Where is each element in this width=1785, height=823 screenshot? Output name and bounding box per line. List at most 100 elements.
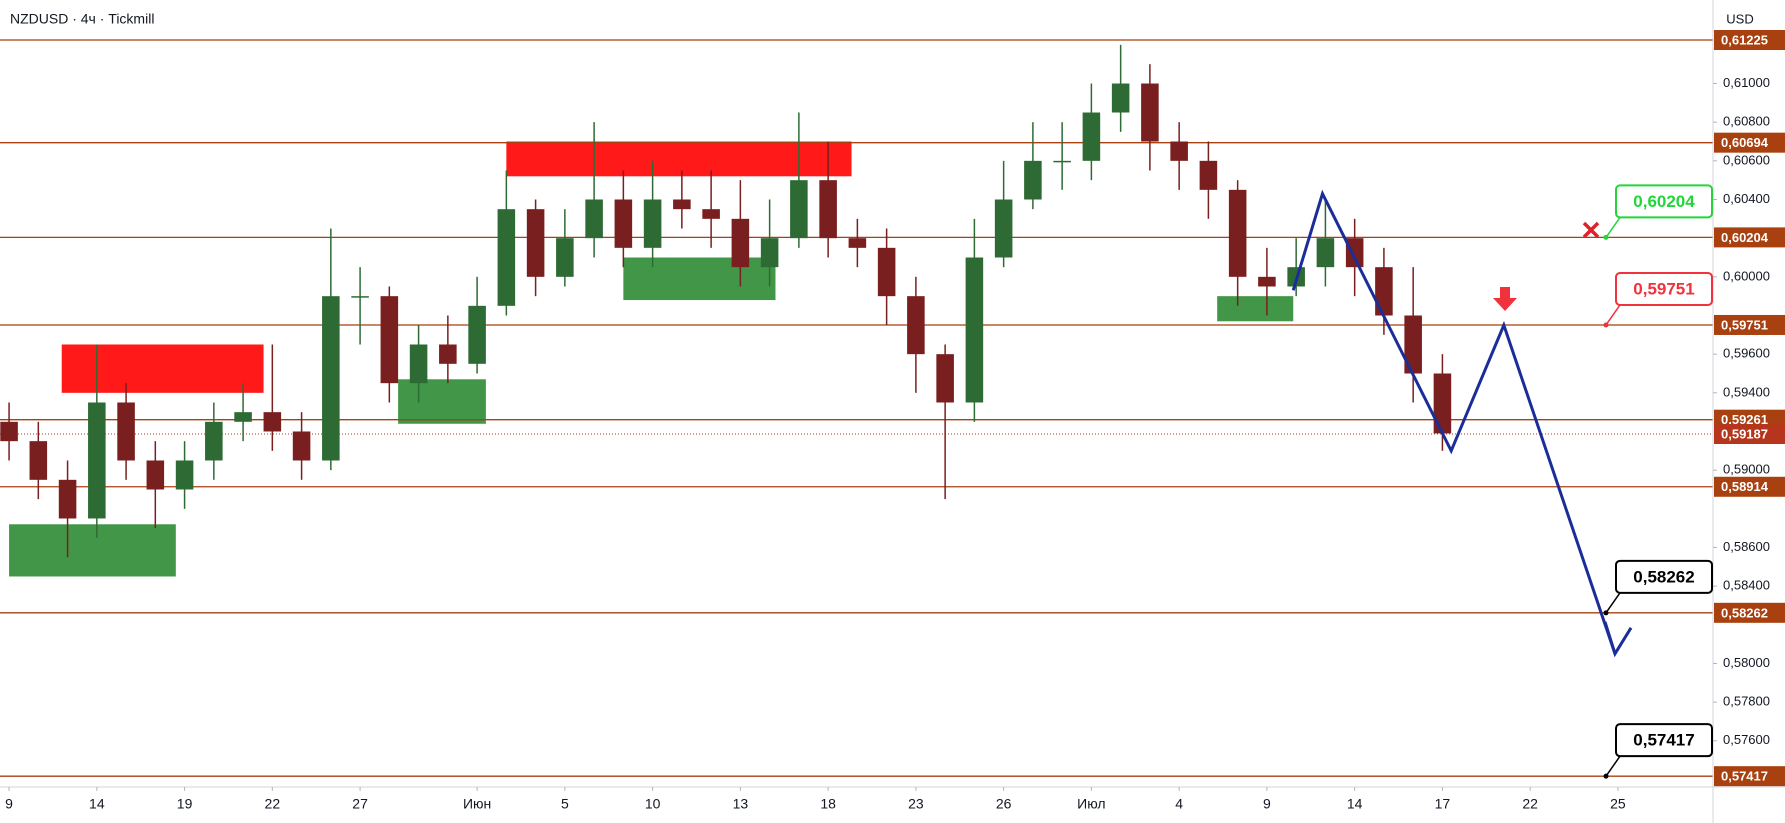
zone xyxy=(61,344,264,393)
candle-body xyxy=(468,305,486,364)
x-tick-label: Июн xyxy=(463,796,491,812)
candle-body xyxy=(790,180,808,239)
y-tick-label: 0,59400 xyxy=(1723,384,1770,399)
level-label-box xyxy=(1714,314,1785,335)
candle-body xyxy=(322,296,340,461)
callout-box xyxy=(1615,184,1713,219)
y-tick-label: 0,60800 xyxy=(1723,114,1770,129)
candle-body xyxy=(1141,83,1159,142)
candle-body xyxy=(1082,112,1101,161)
candle-body xyxy=(526,209,545,277)
candle-body xyxy=(1375,267,1393,316)
x-tick-label: Июл xyxy=(1077,796,1105,812)
candle-body xyxy=(234,412,252,422)
candle-body xyxy=(702,209,720,219)
x-tick-label: 4 xyxy=(1175,796,1183,812)
y-tick-label: 0,57800 xyxy=(1723,694,1770,709)
level-label: 0,60694 xyxy=(1721,135,1769,150)
callout-label: 0,59751 xyxy=(1633,279,1694,298)
candle-body xyxy=(146,460,165,490)
zone xyxy=(9,524,176,577)
candle-body xyxy=(497,209,516,306)
level-label-box xyxy=(1714,476,1785,497)
candle-body xyxy=(1111,83,1130,113)
candle-body xyxy=(965,257,984,403)
candle-body xyxy=(643,199,662,248)
candle-body xyxy=(760,238,779,268)
candle-body xyxy=(292,431,311,461)
callout-pointer xyxy=(1605,755,1621,777)
callout-label: 0,58262 xyxy=(1633,567,1694,586)
y-tick-label: 0,58000 xyxy=(1723,655,1770,670)
x-tick-label: 26 xyxy=(996,796,1012,812)
candle-body xyxy=(1170,141,1188,161)
candle-body xyxy=(409,344,428,384)
candle-body xyxy=(88,402,106,519)
x-tick-label: 13 xyxy=(733,796,749,812)
candle-body xyxy=(1433,373,1452,434)
last-price-box xyxy=(1714,424,1785,445)
candle-body xyxy=(614,199,633,248)
level-label: 0,58262 xyxy=(1721,605,1768,620)
x-tick-label: 25 xyxy=(1610,796,1626,812)
level-label: 0,59261 xyxy=(1721,412,1768,427)
candle-body xyxy=(673,199,691,210)
callout-pointer xyxy=(1605,216,1621,238)
candle-body xyxy=(877,247,896,297)
callout-box xyxy=(1615,723,1713,758)
candle-body xyxy=(1024,160,1042,200)
plot-area xyxy=(0,39,1713,777)
x-tick-label: 14 xyxy=(89,796,105,812)
candle-body xyxy=(1404,315,1422,374)
zone xyxy=(398,379,486,424)
y-tick-label: 0,60600 xyxy=(1723,152,1770,167)
x-tick-label: 23 xyxy=(908,796,924,812)
candle-body xyxy=(1345,238,1364,268)
candle-body xyxy=(58,479,77,519)
zone xyxy=(1217,296,1294,322)
candle-body xyxy=(0,421,18,442)
level-label: 0,60204 xyxy=(1721,230,1769,245)
candle-body xyxy=(585,199,603,239)
currency-label: USD xyxy=(1726,11,1753,26)
x-tick-label: 22 xyxy=(265,796,281,812)
candle-body xyxy=(205,421,223,461)
y-tick-label: 0,58400 xyxy=(1723,578,1770,593)
candle-body xyxy=(1258,276,1276,287)
x-tick-label: 5 xyxy=(561,796,569,812)
x-tick-label: 18 xyxy=(820,796,836,812)
x-tick-label: 9 xyxy=(1263,796,1271,812)
symbol-title: NZDUSD · 4ч · Tickmill xyxy=(10,11,154,27)
candle-body xyxy=(439,344,457,364)
candle-body xyxy=(848,238,867,248)
last-price-label: 0,59187 xyxy=(1721,426,1768,441)
cancel-icon xyxy=(1582,221,1600,239)
candle-body xyxy=(907,296,925,355)
candle-body xyxy=(1228,189,1247,277)
level-label-box xyxy=(1714,227,1785,248)
level-label-box xyxy=(1714,132,1785,153)
x-tick-label: 19 xyxy=(177,796,193,812)
candle-body xyxy=(556,238,574,277)
x-tick-label: 17 xyxy=(1435,796,1451,812)
x-tick-label: 14 xyxy=(1347,796,1363,812)
projection-line xyxy=(1291,189,1617,655)
level-label: 0,59751 xyxy=(1721,317,1768,332)
level-label-box xyxy=(1714,602,1785,623)
y-tick-label: 0,59600 xyxy=(1723,346,1770,361)
y-tick-label: 0,57600 xyxy=(1723,732,1770,747)
candle-body xyxy=(994,199,1013,258)
callout-box xyxy=(1615,559,1713,594)
candle-body xyxy=(351,296,369,298)
level-label: 0,57417 xyxy=(1721,769,1768,784)
x-tick-label: 27 xyxy=(352,796,368,812)
level-label: 0,58914 xyxy=(1721,479,1769,494)
candle-body xyxy=(1199,160,1218,190)
callout-label: 0,60204 xyxy=(1633,192,1695,211)
candle-body xyxy=(936,354,954,403)
zone xyxy=(506,141,852,177)
callout-box xyxy=(1615,271,1713,306)
